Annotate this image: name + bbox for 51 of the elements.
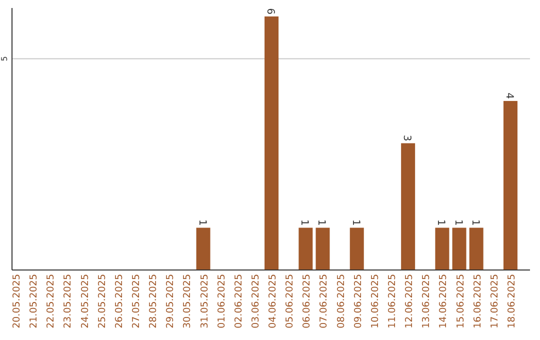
x-tick-label: 15.06.2025 [455, 274, 466, 328]
x-tick-label: 11.06.2025 [387, 274, 398, 328]
x-tick-label: 03.06.2025 [250, 274, 262, 328]
bar [196, 228, 210, 270]
x-tick-label: 09.06.2025 [352, 274, 364, 328]
bar [503, 100, 518, 270]
x-tick-label: 27.05.2025 [131, 274, 142, 328]
x-tick-label: 30.05.2025 [182, 274, 194, 328]
bar [452, 228, 466, 270]
x-tick-label: 29.05.2025 [165, 274, 176, 328]
x-tick-label: 25.05.2025 [96, 274, 108, 328]
data-label: 6 [264, 8, 276, 14]
x-tick-label: 02.06.2025 [233, 274, 244, 328]
x-tick-label: 18.06.2025 [506, 274, 518, 328]
x-tick-label: 22.05.2025 [46, 274, 57, 328]
x-tick-label: 05.06.2025 [284, 274, 296, 328]
data-label: 1 [452, 219, 464, 226]
bar [469, 228, 484, 270]
x-tick-label: 06.06.2025 [302, 274, 313, 328]
x-tick-label: 26.05.2025 [114, 274, 125, 328]
data-label: 1 [469, 219, 480, 226]
x-tick-label: 10.06.2025 [370, 274, 381, 328]
bar [316, 228, 330, 270]
x-tick-label: 14.06.2025 [438, 274, 450, 328]
x-tick-label: 13.06.2025 [421, 274, 432, 328]
data-label: 1 [435, 219, 446, 226]
x-tick-label: 23.05.2025 [62, 274, 74, 328]
bar [401, 143, 416, 270]
data-label: 1 [196, 219, 208, 226]
bar [298, 228, 313, 270]
bar [350, 228, 364, 270]
x-tick-label: 17.06.2025 [489, 274, 500, 328]
x-tick-label: 07.06.2025 [318, 274, 330, 328]
y-tick-label: 5 [0, 56, 9, 62]
x-tick-label: 31.05.2025 [199, 274, 210, 328]
x-tick-label: 04.06.2025 [268, 274, 279, 328]
x-tick-label: 24.05.2025 [80, 274, 91, 328]
data-label: 1 [316, 219, 327, 226]
x-tick-label: 21.05.2025 [28, 274, 40, 328]
data-label: 1 [350, 219, 361, 226]
data-label: 3 [401, 134, 412, 142]
bar [264, 16, 279, 270]
x-tick-label: 12.06.2025 [404, 274, 416, 328]
data-label: 1 [298, 219, 310, 226]
x-tick-label: 01.06.2025 [216, 274, 228, 328]
x-tick-label: 08.06.2025 [336, 274, 347, 328]
data-label: 4 [503, 92, 514, 99]
bar [435, 228, 450, 270]
x-tick-label: 28.05.2025 [148, 274, 160, 328]
x-tick-label: 16.06.2025 [472, 274, 484, 328]
x-tick-label: 20.05.2025 [12, 274, 23, 328]
